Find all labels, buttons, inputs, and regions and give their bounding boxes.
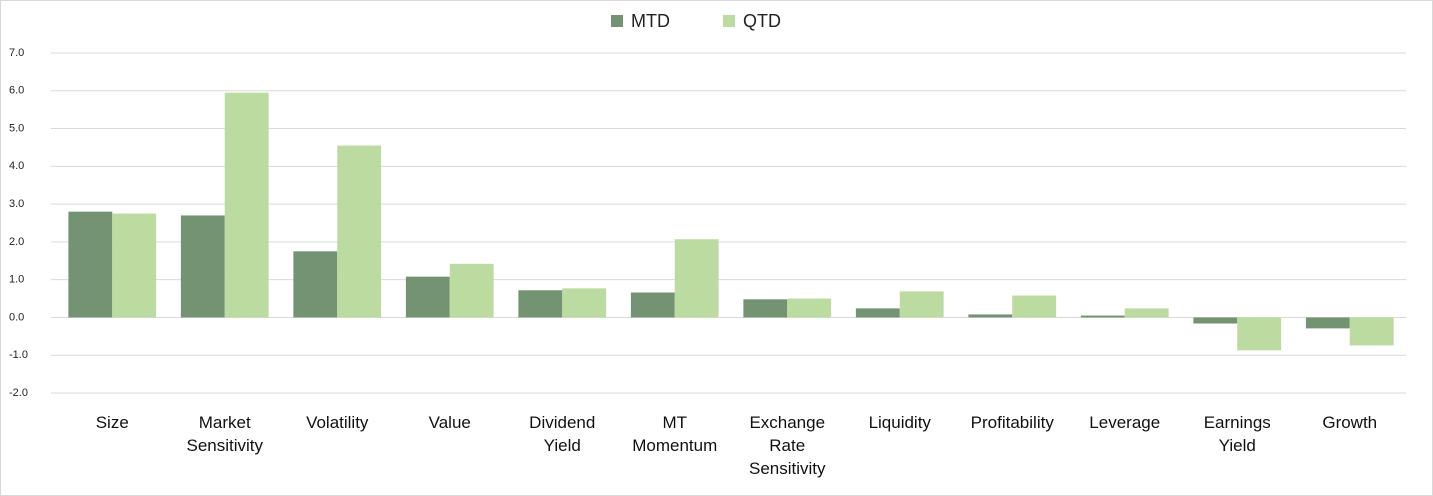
x-tick-label: Liquidity <box>868 413 931 432</box>
y-tick-label: 7.0 <box>9 47 24 59</box>
bar <box>855 308 900 318</box>
y-tick-label: 4.0 <box>9 160 24 172</box>
bar <box>337 145 382 318</box>
bar <box>1080 315 1125 318</box>
bar <box>293 251 338 318</box>
x-tick-label: MT Momentum <box>632 413 718 455</box>
x-tick-label: Dividend Yield <box>529 413 596 455</box>
x-tick-label: Profitability <box>970 413 1054 432</box>
bar <box>449 263 494 318</box>
x-tick-label: Exchange Rate Sensitivity <box>748 413 826 478</box>
bar <box>1012 295 1057 318</box>
bar <box>743 299 788 318</box>
bar <box>1193 317 1238 324</box>
bar <box>1124 308 1169 318</box>
y-tick-label: -1.0 <box>9 349 28 361</box>
bar <box>112 213 157 318</box>
bar <box>180 215 225 318</box>
bar <box>1349 317 1394 346</box>
y-tick-label: 5.0 <box>9 122 24 134</box>
legend-label: QTD <box>743 11 781 31</box>
bar <box>1305 317 1350 329</box>
bar <box>405 276 450 318</box>
x-tick-label: Size <box>95 413 129 432</box>
legend-swatch <box>611 15 623 27</box>
x-tick-label: Volatility <box>306 413 369 432</box>
bar <box>224 92 269 318</box>
y-tick-label: -2.0 <box>9 387 28 399</box>
bar <box>674 239 719 318</box>
x-tick-label: Market Sensitivity <box>186 413 264 455</box>
bar <box>630 292 675 318</box>
legend-label: MTD <box>631 11 670 31</box>
x-tick-label: Growth <box>1322 413 1378 432</box>
y-tick-label: 2.0 <box>9 236 24 248</box>
bar <box>787 298 832 318</box>
bar <box>899 291 944 318</box>
x-tick-label: Value <box>428 413 471 432</box>
bar <box>968 314 1013 318</box>
bar <box>1237 317 1282 351</box>
y-tick-label: 0.0 <box>9 311 24 323</box>
bar <box>562 288 607 318</box>
legend-swatch <box>723 15 735 27</box>
x-tick-label: Leverage <box>1089 413 1161 432</box>
y-tick-label: 3.0 <box>9 198 24 210</box>
y-tick-label: 6.0 <box>9 85 24 97</box>
bar <box>68 211 113 318</box>
x-tick-label: Earnings Yield <box>1203 413 1271 455</box>
y-tick-label: 1.0 <box>9 274 24 286</box>
bar <box>518 290 563 318</box>
